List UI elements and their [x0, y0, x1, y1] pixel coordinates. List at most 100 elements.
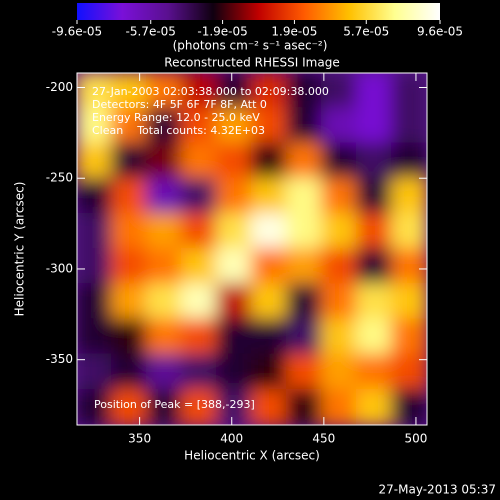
heatmap-cell — [181, 73, 218, 110]
heatmap-cell — [146, 248, 183, 286]
heatmap-cell — [391, 212, 427, 250]
colorbar-label: (photons cm⁻² s⁻¹ asec⁻²) — [173, 39, 328, 53]
heatmap-cell — [286, 177, 323, 215]
heatmap-cell — [111, 212, 148, 250]
heatmap-cell — [146, 142, 183, 180]
annotation: Detectors: 4F 5F 6F 7F 8F, Att 0 — [92, 98, 267, 111]
heatmap-cell — [251, 107, 288, 145]
heatmap-cell — [77, 353, 113, 391]
heatmap-cell — [321, 107, 358, 145]
peak-label: Position of Peak = [388,-293] — [94, 398, 255, 411]
heatmap-cell — [391, 73, 427, 110]
heatmap-cell — [181, 107, 218, 145]
plot-frame — [76, 72, 428, 426]
y-tick-label: -200 — [46, 80, 73, 94]
y-tick-label: -350 — [46, 352, 73, 366]
heatmap — [77, 73, 427, 425]
heatmap-cell — [321, 177, 358, 215]
heatmap-cell — [391, 142, 427, 180]
heatmap-cell — [356, 388, 393, 425]
heatmap-cell — [216, 353, 253, 391]
heatmap-cell — [391, 107, 427, 145]
heatmap-cell — [251, 73, 288, 110]
colorbar-tick-label: 5.7e-05 — [343, 25, 389, 39]
heatmap-cell — [391, 353, 427, 391]
heatmap-cell — [391, 283, 427, 321]
heatmap-cell — [356, 248, 393, 286]
heatmap-cell — [321, 318, 358, 356]
heatmap-cell — [321, 283, 358, 321]
y-axis-label: Heliocentric Y (arcsec) — [13, 182, 27, 317]
x-tick-label: 400 — [220, 432, 243, 446]
heatmap-cell — [286, 388, 323, 425]
colorbar-tick-label: 1.9e-05 — [271, 25, 317, 39]
heatmap-cell — [181, 353, 218, 391]
heatmap-cell — [251, 177, 288, 215]
heatmap-cell — [356, 353, 393, 391]
heatmap-cell — [146, 107, 183, 145]
heatmap-cell — [251, 212, 288, 250]
heatmap-cell — [321, 212, 358, 250]
heatmap-cell — [146, 73, 183, 110]
heatmap-cell — [286, 248, 323, 286]
heatmap-cell — [356, 212, 393, 250]
heatmap-cell — [146, 177, 183, 215]
heatmap-cell — [146, 318, 183, 356]
heatmap-cell — [146, 388, 183, 425]
chart-title: Reconstructed RHESSI Image — [164, 56, 339, 70]
heatmap-cell — [251, 353, 288, 391]
colorbar-tick-label: -1.9e-05 — [197, 25, 247, 39]
heatmap-cell — [77, 212, 113, 250]
x-axis-label: Heliocentric X (arcsec) — [184, 449, 320, 463]
heatmap-cell — [216, 318, 253, 356]
timestamp: 27-May-2013 05:37 — [379, 483, 496, 497]
heatmap-cell — [111, 353, 148, 391]
heatmap-cell — [77, 73, 113, 110]
heatmap-cell — [356, 73, 393, 110]
heatmap-cell — [356, 142, 393, 180]
x-tick-label: 500 — [404, 432, 427, 446]
heatmap-cell — [181, 318, 218, 356]
heatmap-cell — [286, 212, 323, 250]
heatmap-cell — [181, 177, 218, 215]
heatmap-cell — [251, 142, 288, 180]
heatmap-cell — [391, 177, 427, 215]
heatmap-cell — [321, 73, 358, 110]
annotation: 27-Jan-2003 02:03:38.000 to 02:09:38.000 — [92, 85, 329, 98]
annotation: Clean Total counts: 4.32E+03 — [92, 124, 265, 137]
heatmap-cell — [286, 142, 323, 180]
heatmap-cell — [286, 107, 323, 145]
heatmap-cell — [286, 73, 323, 110]
plot-area — [77, 73, 427, 425]
heatmap-cell — [216, 177, 253, 215]
heatmap-cell — [77, 388, 113, 425]
heatmap-cell — [356, 283, 393, 321]
heatmap-cell — [146, 353, 183, 391]
heatmap-cell — [77, 283, 113, 321]
heatmap-cell — [111, 107, 148, 145]
heatmap-cell — [77, 142, 113, 180]
heatmap-cell — [111, 248, 148, 286]
heatmap-cell — [321, 142, 358, 180]
heatmap-cell — [181, 212, 218, 250]
heatmap-cell — [216, 212, 253, 250]
heatmap-cell — [216, 283, 253, 321]
heatmap-cell — [181, 142, 218, 180]
heatmap-cell — [251, 318, 288, 356]
annotation: Energy Range: 12.0 - 25.0 keV — [92, 111, 260, 124]
heatmap-cell — [391, 318, 427, 356]
heatmap-cell — [216, 142, 253, 180]
colorbar-tick-label: 9.6e-05 — [417, 25, 463, 39]
heatmap-cell — [391, 248, 427, 286]
y-tick-label: -250 — [46, 171, 73, 185]
heatmap-cell — [111, 318, 148, 356]
heatmap-cell — [216, 248, 253, 286]
heatmap-cell — [286, 318, 323, 356]
heatmap-cell — [321, 388, 358, 425]
heatmap-cell — [251, 248, 288, 286]
colorbar-tick-label: -9.6e-05 — [52, 25, 102, 39]
heatmap-cell — [321, 248, 358, 286]
heatmap-cell — [251, 283, 288, 321]
heatmap-cell — [321, 353, 358, 391]
heatmap-cell — [77, 177, 113, 215]
